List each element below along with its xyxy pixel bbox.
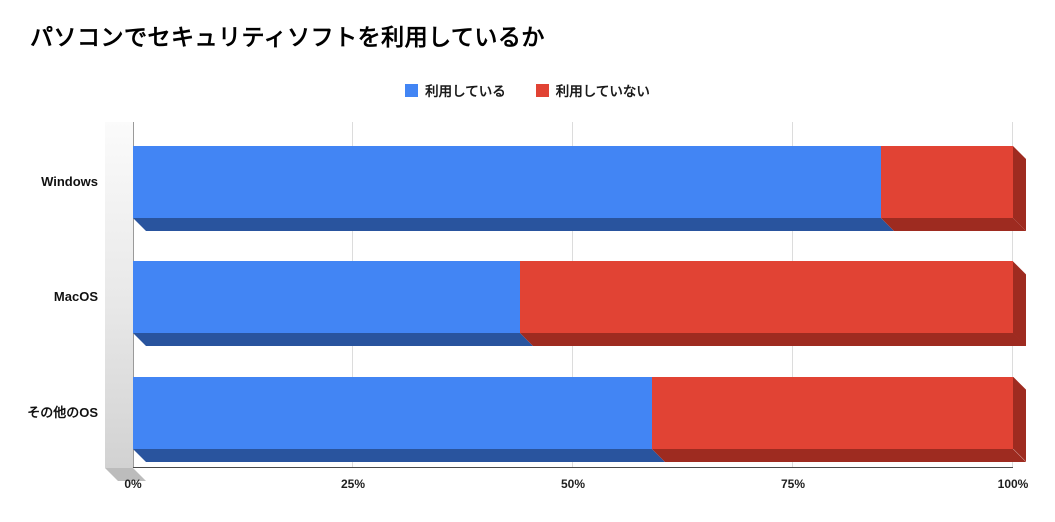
bar-3d-end-face (1013, 261, 1026, 347)
bar-segment-using[interactable] (133, 146, 881, 218)
bar-3d-bottom-face (133, 448, 1026, 462)
bar-row-2 (133, 353, 1026, 468)
bar-segment-using[interactable] (133, 376, 653, 449)
x-tick-label-100: 100% (997, 477, 1029, 491)
legend: 利用している 利用していない (0, 80, 1055, 100)
plot-area (133, 122, 1026, 468)
chart-3d-wall (105, 122, 134, 468)
bar-segment-not-using[interactable] (881, 146, 1013, 218)
x-tick-label-25: 25% (340, 477, 366, 491)
x-axis-line (133, 467, 1013, 468)
page-title: パソコンでセキュリティソフトを利用しているか (30, 24, 545, 50)
bar-3d-end-face (1013, 146, 1026, 231)
bar-segment-not-using[interactable] (520, 261, 1013, 334)
legend-swatch (535, 83, 549, 97)
bar-3d-end-face (1013, 376, 1026, 462)
bar-segment-not-using[interactable] (652, 376, 1013, 449)
bar-row-0 (133, 122, 1026, 237)
bar-2[interactable] (133, 376, 1013, 449)
category-label-0: Windows (41, 174, 98, 189)
x-tick-label-0: 0% (124, 477, 142, 491)
bar-segment-using[interactable] (133, 261, 521, 334)
category-label-2: その他のOS (27, 404, 98, 420)
bar-3d-bottom-face (133, 218, 1026, 231)
category-label-1: MacOS (53, 289, 98, 305)
bar-1[interactable] (133, 261, 1013, 334)
bar-3d-bottom-face (133, 333, 1026, 347)
legend-label: 利用していない (555, 84, 650, 99)
x-tick-label-75: 75% (780, 477, 806, 491)
legend-item-0[interactable]: 利用している (405, 80, 506, 100)
x-tick-label-50: 50% (560, 477, 586, 491)
bar-row-1 (133, 237, 1026, 352)
bar-0[interactable] (133, 146, 1013, 218)
legend-swatch (405, 83, 419, 97)
chart (105, 122, 1026, 481)
legend-item-1[interactable]: 利用していない (535, 80, 650, 100)
legend-label: 利用している (425, 84, 506, 99)
